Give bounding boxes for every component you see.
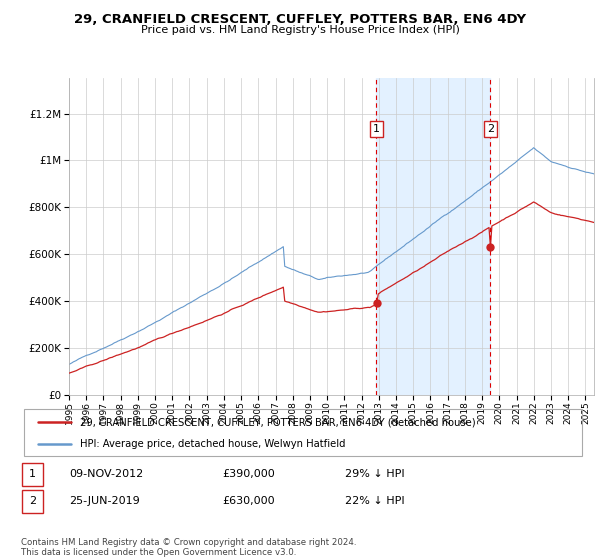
Text: 29% ↓ HPI: 29% ↓ HPI	[345, 469, 404, 479]
Text: 1: 1	[373, 124, 380, 134]
Text: 29, CRANFIELD CRESCENT, CUFFLEY, POTTERS BAR, EN6 4DY (detached house): 29, CRANFIELD CRESCENT, CUFFLEY, POTTERS…	[80, 417, 475, 427]
Text: 09-NOV-2012: 09-NOV-2012	[69, 469, 143, 479]
Bar	[376, 78, 490, 395]
Text: 22% ↓ HPI: 22% ↓ HPI	[345, 496, 404, 506]
Text: £390,000: £390,000	[222, 469, 275, 479]
Text: 2: 2	[487, 124, 494, 134]
Text: Price paid vs. HM Land Registry's House Price Index (HPI): Price paid vs. HM Land Registry's House …	[140, 25, 460, 35]
Text: 1: 1	[29, 469, 36, 479]
Text: Contains HM Land Registry data © Crown copyright and database right 2024.
This d: Contains HM Land Registry data © Crown c…	[21, 538, 356, 557]
Text: 29, CRANFIELD CRESCENT, CUFFLEY, POTTERS BAR, EN6 4DY: 29, CRANFIELD CRESCENT, CUFFLEY, POTTERS…	[74, 13, 526, 26]
Text: 2: 2	[29, 496, 36, 506]
Text: 25-JUN-2019: 25-JUN-2019	[69, 496, 140, 506]
Text: HPI: Average price, detached house, Welwyn Hatfield: HPI: Average price, detached house, Welw…	[80, 439, 346, 449]
Text: £630,000: £630,000	[222, 496, 275, 506]
